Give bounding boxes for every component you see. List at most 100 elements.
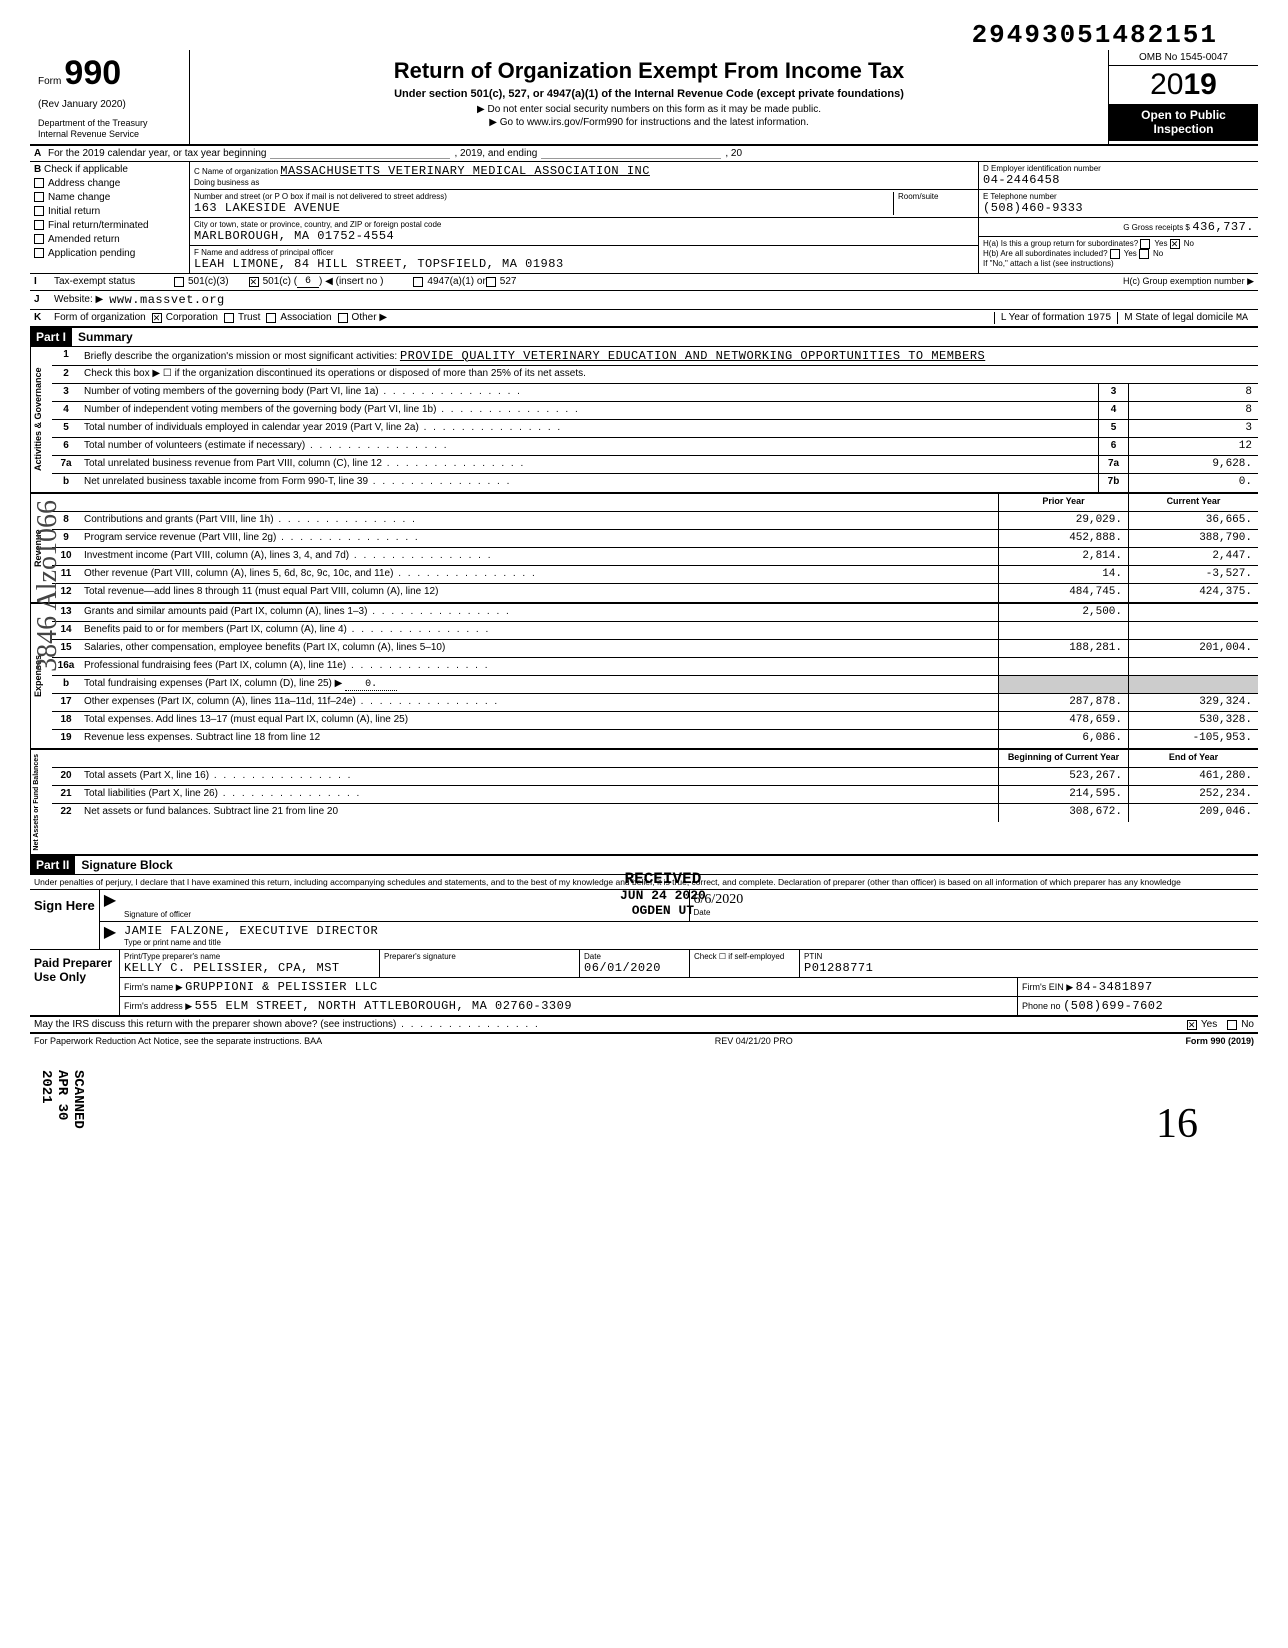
exp-13-prior: 2,500. (998, 604, 1128, 621)
rev-11-curr: -3,527. (1128, 566, 1258, 583)
checkbox-amended[interactable] (34, 234, 44, 244)
form-revision: (Rev January 2020) (38, 99, 181, 110)
line-i: I Tax-exempt status 501(c)(3) 501(c) ( 6… (30, 274, 1258, 291)
phone: (508)460-9333 (983, 201, 1254, 215)
form-title: Return of Organization Exempt From Incom… (200, 58, 1098, 84)
principal-officer: LEAH LIMONE, 84 HILL STREET, TOPSFIELD, … (194, 257, 974, 271)
checkbox-initial-return[interactable] (34, 206, 44, 216)
document-id: 29493051482151 (30, 20, 1258, 50)
perjury-statement: Under penalties of perjury, I declare th… (30, 875, 1258, 889)
form-label: Form (38, 76, 61, 87)
sign-date: 6/6/2020 (694, 892, 1255, 908)
exp-18-prior: 478,659. (998, 712, 1128, 729)
checkbox-4947[interactable] (413, 277, 423, 287)
form-number: 990 (64, 54, 121, 92)
tax-year: 2019 (1109, 66, 1258, 104)
na-21-prior: 214,595. (998, 786, 1128, 803)
org-street: 163 LAKESIDE AVENUE (194, 201, 893, 215)
part-2-header: Part II Signature Block (30, 856, 1258, 875)
line-a: A For the 2019 calendar year, or tax yea… (30, 146, 1258, 162)
form-footer: For Paperwork Reduction Act Notice, see … (30, 1034, 1258, 1048)
form-dept: Department of the Treasury Internal Reve… (38, 118, 181, 140)
rev-8-curr: 36,665. (1128, 512, 1258, 529)
preparer-name: KELLY C. PELISSIER, CPA, MST (124, 961, 375, 975)
net-assets-section: Net Assets or Fund Balances Beginning of… (30, 750, 1258, 857)
checkbox-address-change[interactable] (34, 178, 44, 188)
governance-section: Activities & Governance 1 Briefly descri… (30, 347, 1258, 494)
exp-19-curr: -105,953. (1128, 730, 1258, 748)
na-22-curr: 209,046. (1128, 804, 1258, 822)
firm-name: GRUPPIONI & PELISSIER LLC (185, 980, 378, 994)
exp-15-curr: 201,004. (1128, 640, 1258, 657)
org-info-grid: B Check if applicable Address change Nam… (30, 162, 1258, 274)
501c-number: 6 (297, 276, 319, 288)
line-k: K Form of organization Corporation Trust… (30, 310, 1258, 328)
part-1-header: Part I Summary (30, 328, 1258, 347)
checkbox-501c[interactable] (249, 277, 259, 287)
val-5: 3 (1128, 420, 1258, 437)
val-3: 8 (1128, 384, 1258, 401)
checkbox-527[interactable] (486, 277, 496, 287)
checkbox-association[interactable] (266, 313, 276, 323)
checkbox-application-pending[interactable] (34, 248, 44, 258)
omb-number: OMB No 1545-0047 (1109, 50, 1258, 66)
checkbox-other[interactable] (338, 313, 348, 323)
gross-receipts: 436,737. (1192, 220, 1254, 234)
line-j: J Website: ▶ www.massvet.org (30, 291, 1258, 310)
val-6: 12 (1128, 438, 1258, 455)
org-name: MASSACHUSETTS VETERINARY MEDICAL ASSOCIA… (280, 164, 650, 178)
firm-ein: 84-3481897 (1076, 980, 1153, 994)
form-note-url: ▶ Go to www.irs.gov/Form990 for instruct… (200, 117, 1098, 128)
form-note-ssn: ▶ Do not enter social security numbers o… (200, 104, 1098, 115)
rev-9-curr: 388,790. (1128, 530, 1258, 547)
rev-11-prior: 14. (998, 566, 1128, 583)
checkbox-hb-no[interactable] (1139, 249, 1149, 259)
checkbox-discuss-yes[interactable] (1187, 1020, 1197, 1030)
discuss-row: May the IRS discuss this return with the… (30, 1017, 1258, 1034)
state-domicile: MA (1236, 313, 1248, 324)
checkbox-trust[interactable] (224, 313, 234, 323)
exp-17-curr: 329,324. (1128, 694, 1258, 711)
exp-15-prior: 188,281. (998, 640, 1128, 657)
exp-13-curr (1128, 604, 1258, 621)
preparer-date: 06/01/2020 (584, 961, 685, 975)
handwritten-page: 16 (1156, 1100, 1198, 1148)
rev-12-curr: 424,375. (1128, 584, 1258, 602)
rev-8-prior: 29,029. (998, 512, 1128, 529)
handwritten-side: 3846 Alzo1066 (32, 500, 64, 672)
na-22-prior: 308,672. (998, 804, 1128, 822)
org-city: MARLBOROUGH, MA 01752-4554 (194, 229, 974, 243)
open-to-public: Open to Public Inspection (1109, 104, 1258, 141)
val-7b: 0. (1128, 474, 1258, 492)
checkbox-name-change[interactable] (34, 192, 44, 202)
checkbox-501c3[interactable] (174, 277, 184, 287)
checkbox-hb-yes[interactable] (1110, 249, 1120, 259)
signature-block: Under penalties of perjury, I declare th… (30, 875, 1258, 950)
firm-address: 555 ELM STREET, NORTH ATTLEBOROUGH, MA 0… (195, 999, 572, 1013)
val-4: 8 (1128, 402, 1258, 419)
rev-12-prior: 484,745. (998, 584, 1128, 602)
na-20-curr: 461,280. (1128, 768, 1258, 785)
website: www.massvet.org (109, 293, 225, 307)
firm-phone: (508)699-7602 (1063, 999, 1163, 1013)
rev-10-curr: 2,447. (1128, 548, 1258, 565)
rev-9-prior: 452,888. (998, 530, 1128, 547)
form-header: Form 990 (Rev January 2020) Department o… (30, 50, 1258, 146)
na-20-prior: 523,267. (998, 768, 1128, 785)
preparer-block: Paid Preparer Use Only Print/Type prepar… (30, 950, 1258, 1017)
expenses-section: Expenses 13Grants and similar amounts pa… (30, 604, 1258, 750)
officer-name: JAMIE FALZONE, EXECUTIVE DIRECTOR (124, 924, 1254, 938)
checkbox-final-return[interactable] (34, 220, 44, 230)
val-7a: 9,628. (1128, 456, 1258, 473)
checkbox-discuss-no[interactable] (1227, 1020, 1237, 1030)
revenue-section: Revenue Prior Year Current Year 8Contrib… (30, 494, 1258, 604)
year-formation: 1975 (1087, 313, 1111, 324)
checkbox-ha-no[interactable] (1170, 239, 1180, 249)
mission: PROVIDE QUALITY VETERINARY EDUCATION AND… (400, 349, 985, 363)
rev-10-prior: 2,814. (998, 548, 1128, 565)
exp-19-prior: 6,086. (998, 730, 1128, 748)
checkbox-corporation[interactable] (152, 313, 162, 323)
exp-17-prior: 287,878. (998, 694, 1128, 711)
checkbox-ha-yes[interactable] (1140, 239, 1150, 249)
exp-18-curr: 530,328. (1128, 712, 1258, 729)
